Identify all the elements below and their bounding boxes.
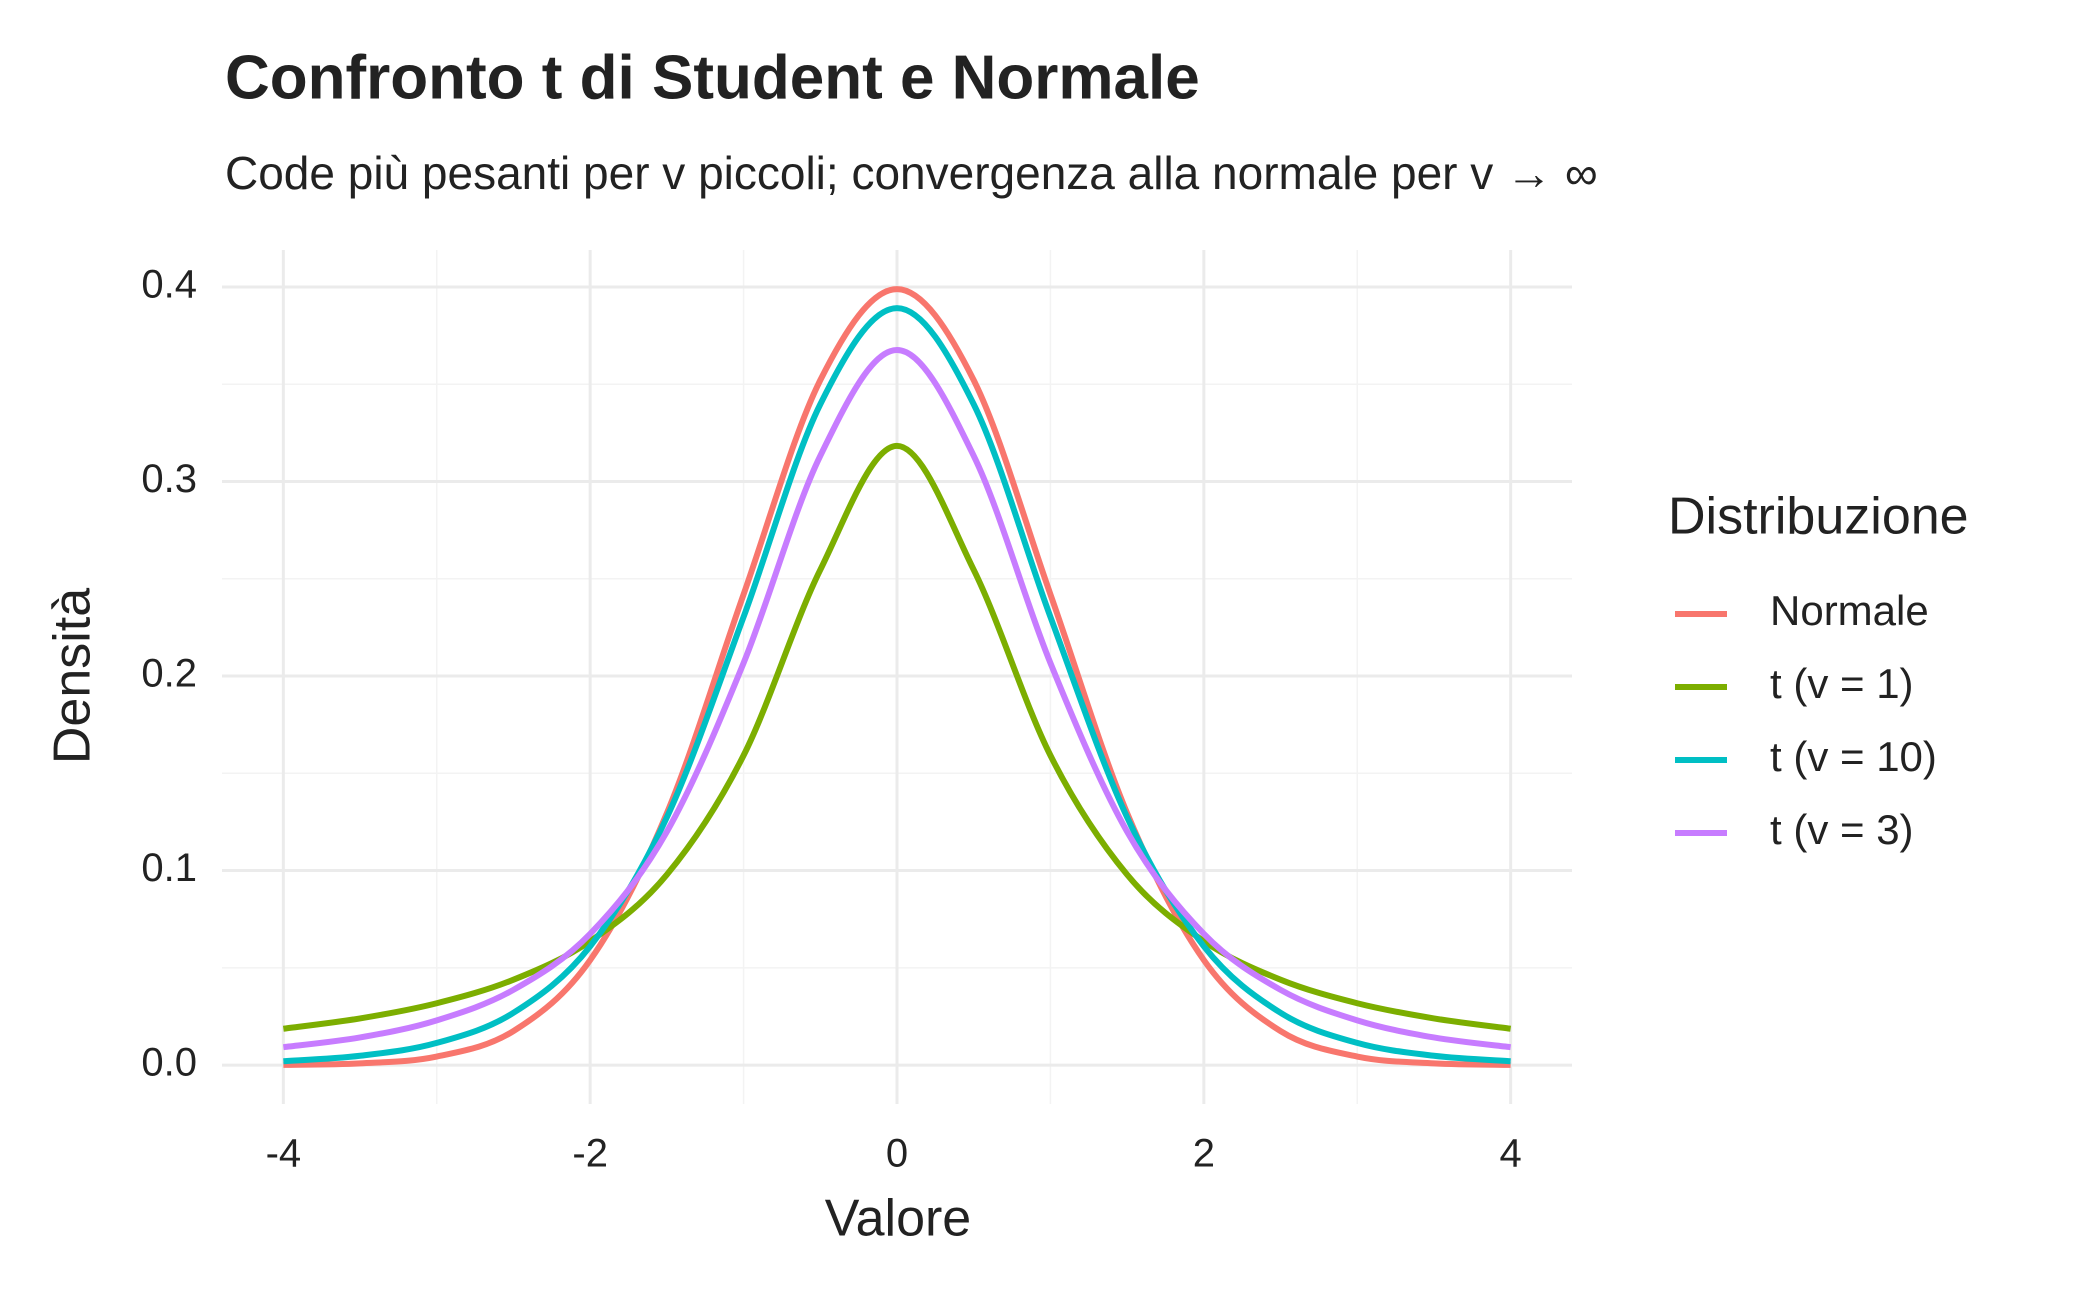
legend-label: t (v = 10)	[1770, 733, 1937, 780]
x-tick-label: 0	[886, 1132, 908, 1176]
x-tick-label: -2	[572, 1132, 608, 1176]
x-tick-label: 2	[1193, 1132, 1215, 1176]
x-axis-title: Valore	[825, 1190, 971, 1248]
legend-label: t (v = 3)	[1770, 806, 1914, 853]
y-tick-label: 0.1	[141, 846, 197, 890]
series-line	[283, 305, 1511, 1065]
y-tick-label: 0.0	[141, 1041, 197, 1085]
series-line	[282, 442, 1512, 1032]
x-tick-label: -4	[266, 1132, 302, 1176]
y-tick-label: 0.4	[141, 263, 197, 307]
y-tick-label: 0.3	[141, 457, 197, 501]
y-tick-label: 0.2	[141, 652, 197, 696]
chart-title: Confronto t di Student e Normale	[225, 43, 1200, 112]
legend-label: t (v = 1)	[1770, 660, 1914, 707]
series-line	[283, 286, 1511, 1068]
chart-subtitle: Code più pesanti per v piccoli; converge…	[225, 147, 1598, 199]
legend-title: Distribuzione	[1668, 488, 1969, 546]
y-axis-title: Densità	[44, 588, 102, 764]
series-line	[282, 346, 1512, 1051]
legend-label: Normale	[1770, 587, 1929, 634]
x-tick-label: 4	[1500, 1132, 1522, 1176]
